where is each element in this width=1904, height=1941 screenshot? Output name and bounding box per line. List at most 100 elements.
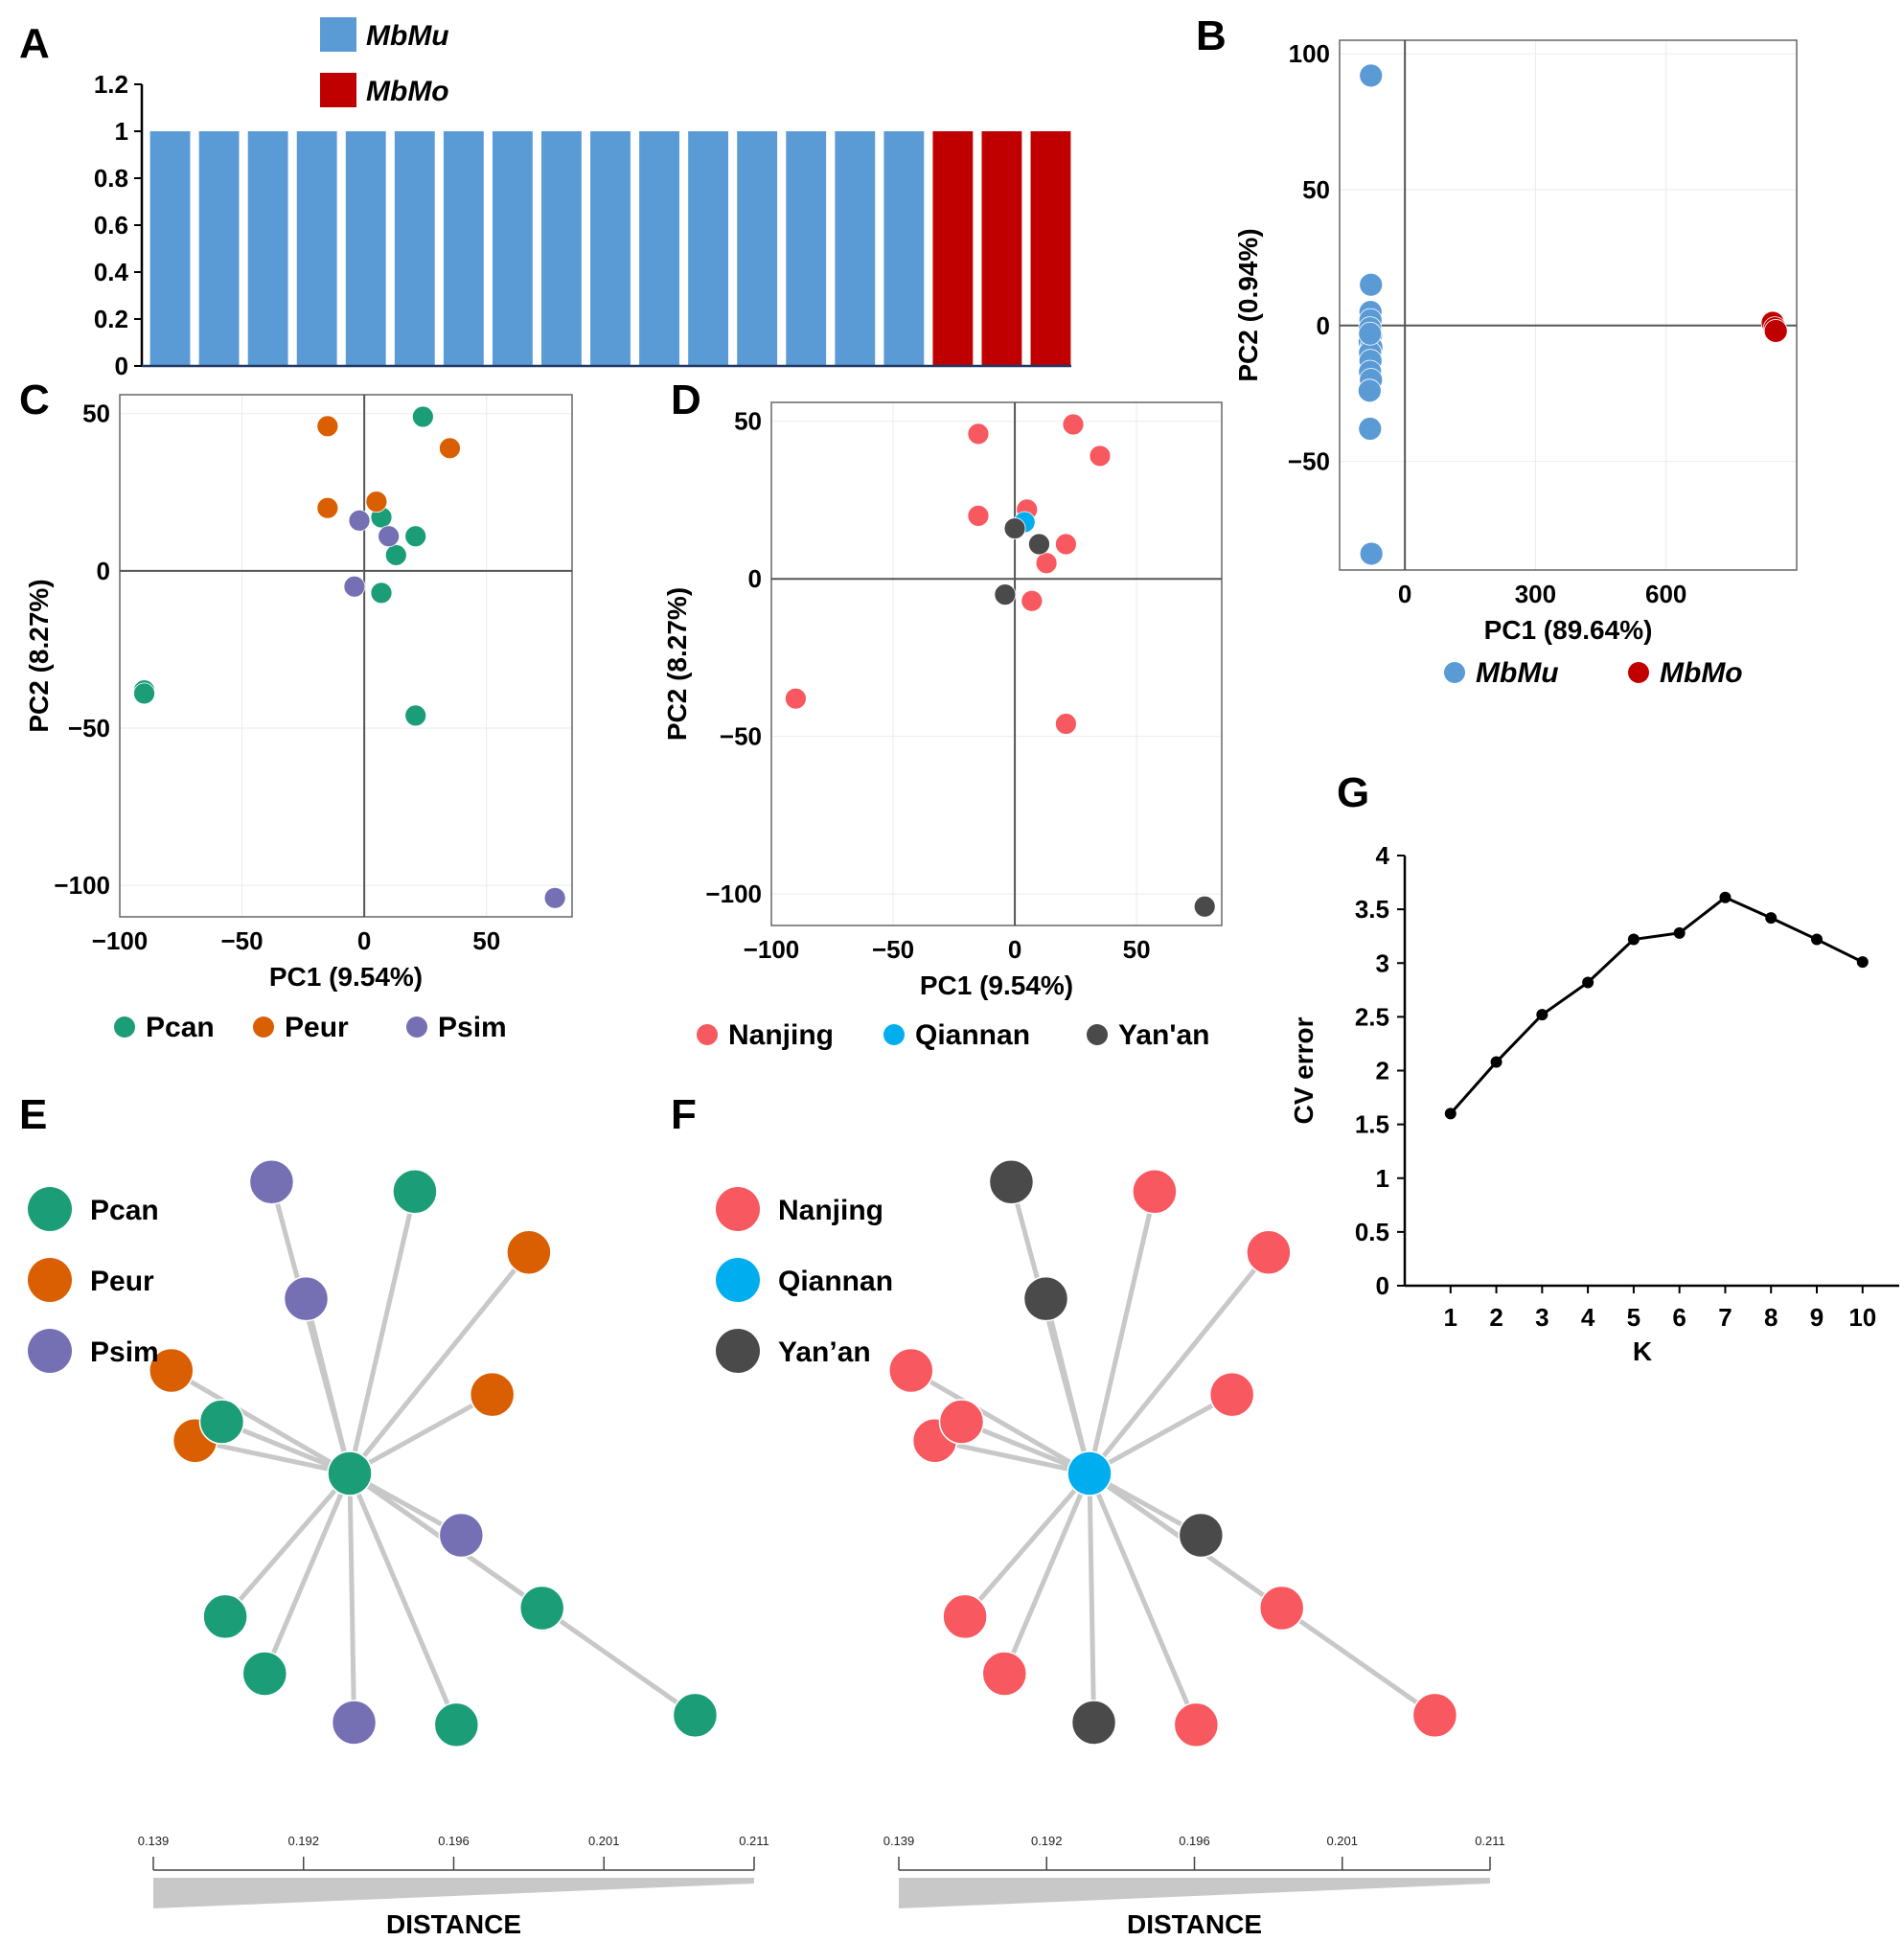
plot-background <box>1340 40 1797 570</box>
plot-frame <box>119 394 573 918</box>
legend-label-Peur: Peur <box>285 1012 349 1043</box>
network-edge <box>1087 1473 1199 1726</box>
distance-wedge <box>153 1878 754 1908</box>
point-Peur <box>365 491 388 514</box>
network-edge <box>934 1438 1090 1476</box>
legend-dot-Qiannan <box>716 1258 760 1302</box>
panel-label-d: D <box>671 377 701 423</box>
point-MbMu <box>1357 378 1382 403</box>
network-node-Pcan <box>198 1399 245 1445</box>
distance-tick-label: 0.139 <box>138 1834 170 1848</box>
y-tick-label: 50 <box>734 407 762 436</box>
bar-MbMu <box>492 131 533 366</box>
y-tick-label: 3.5 <box>1355 895 1389 924</box>
point-Yan'an <box>1193 895 1216 918</box>
point-Pcan <box>404 525 427 548</box>
network-edge <box>223 1472 352 1619</box>
point-MbMu <box>1359 63 1384 88</box>
bar-MbMo <box>1030 131 1071 366</box>
bar-MbMu <box>786 131 827 366</box>
y-tick-label: −50 <box>1288 447 1330 476</box>
y-tick-label: 0 <box>1317 311 1330 340</box>
bar-MbMu <box>443 131 484 366</box>
y-axis-title: PC2 (8.27%) <box>662 587 692 741</box>
y-tick-label: 1 <box>1376 1164 1389 1193</box>
bar-MbMu <box>198 131 240 366</box>
y-tick-label: 1.2 <box>94 70 128 99</box>
y-tick-label: −50 <box>68 714 110 742</box>
network-edge <box>170 1368 352 1476</box>
network-node-Nanjing <box>1246 1229 1292 1275</box>
point-Peur <box>316 415 339 438</box>
y-axis-title: PC2 (8.27%) <box>24 579 54 732</box>
legend-dot-Peur <box>28 1258 72 1302</box>
legend-dot-Qiannan <box>883 1024 905 1045</box>
cv-error-point <box>1627 933 1640 946</box>
network-node-Nanjing <box>942 1593 988 1640</box>
legend-label-MbMo: MbMo <box>1660 657 1743 689</box>
point-Pcan <box>384 544 407 566</box>
bar-MbMu <box>541 131 582 366</box>
x-axis-title: PC1 (9.54%) <box>269 962 423 992</box>
legend-dot-Yan'an <box>716 1329 760 1373</box>
y-tick-label: −50 <box>720 722 762 751</box>
network-edge <box>347 1191 418 1474</box>
x-tick-label: 300 <box>1515 580 1556 608</box>
panel-label-c: C <box>19 377 50 423</box>
point-Nanjing <box>1055 713 1077 735</box>
network-edge <box>347 1473 357 1724</box>
y-tick-label: 0 <box>748 564 762 593</box>
y-tick-label: 0 <box>115 352 128 380</box>
distance-wedge <box>899 1878 1490 1908</box>
legend-label-Qiannan: Qiannan <box>778 1266 893 1297</box>
point-Psim <box>348 509 371 532</box>
bar-MbMo <box>981 131 1022 366</box>
legend-dot-MbMu <box>1444 662 1465 683</box>
legend-swatch-MbMu <box>320 17 356 52</box>
network-edge <box>195 1438 351 1476</box>
distance-tick-label: 0.139 <box>883 1834 915 1848</box>
bar-MbMu <box>590 131 631 366</box>
cv-error-point <box>1765 912 1778 925</box>
network-edge <box>909 1368 1091 1476</box>
distance-label: DISTANCE <box>386 1909 521 1939</box>
network-edge <box>220 1419 351 1476</box>
y-tick-label: 0.8 <box>94 164 128 193</box>
x-tick-label: 50 <box>472 926 500 955</box>
bar-MbMu <box>394 131 435 366</box>
network-edge <box>1087 1473 1097 1724</box>
point-Pcan <box>133 682 155 705</box>
y-tick-label: 50 <box>1302 175 1330 204</box>
panel-label-e: E <box>19 1091 47 1138</box>
point-Psim <box>343 575 366 598</box>
x-axis-title: PC1 (89.64%) <box>1484 615 1653 645</box>
network-node-Yan'an <box>1070 1700 1117 1746</box>
network-edge <box>1002 1473 1092 1675</box>
panel-label-b: B <box>1196 12 1227 59</box>
x-tick-label: 5 <box>1627 1303 1640 1332</box>
legend-label-Psim: Psim <box>438 1012 507 1043</box>
x-tick-label: 0 <box>1008 935 1021 964</box>
network-node-Nanjing <box>981 1651 1028 1697</box>
network-node-Nanjing <box>888 1347 934 1394</box>
legend-label-Qiannan: Qiannan <box>915 1019 1030 1051</box>
x-tick-label: 600 <box>1645 580 1686 608</box>
bar-MbMu <box>345 131 386 366</box>
plot-background <box>771 402 1222 925</box>
bar-MbMu <box>737 131 778 366</box>
network-edge <box>263 1473 353 1675</box>
cv-error-point <box>1856 956 1869 969</box>
cv-error-point <box>1673 926 1686 939</box>
legend-label-MbMu: MbMu <box>1476 657 1559 689</box>
y-axis-title: PC2 (0.94%) <box>1233 228 1263 381</box>
y-tick-label: 100 <box>1289 39 1330 68</box>
point-Yan'an <box>1003 517 1026 539</box>
cv-error-point <box>1444 1108 1457 1120</box>
network-node-Psim <box>438 1512 485 1559</box>
plot-frame <box>1339 39 1798 571</box>
distance-tick-label: 0.196 <box>438 1834 470 1848</box>
legend-label-Nanjing: Nanjing <box>778 1195 883 1226</box>
y-tick-label: 0 <box>1376 1271 1389 1300</box>
legend-label-Yan'an: Yan'an <box>1118 1019 1210 1051</box>
network-node-Pcan <box>241 1651 288 1697</box>
